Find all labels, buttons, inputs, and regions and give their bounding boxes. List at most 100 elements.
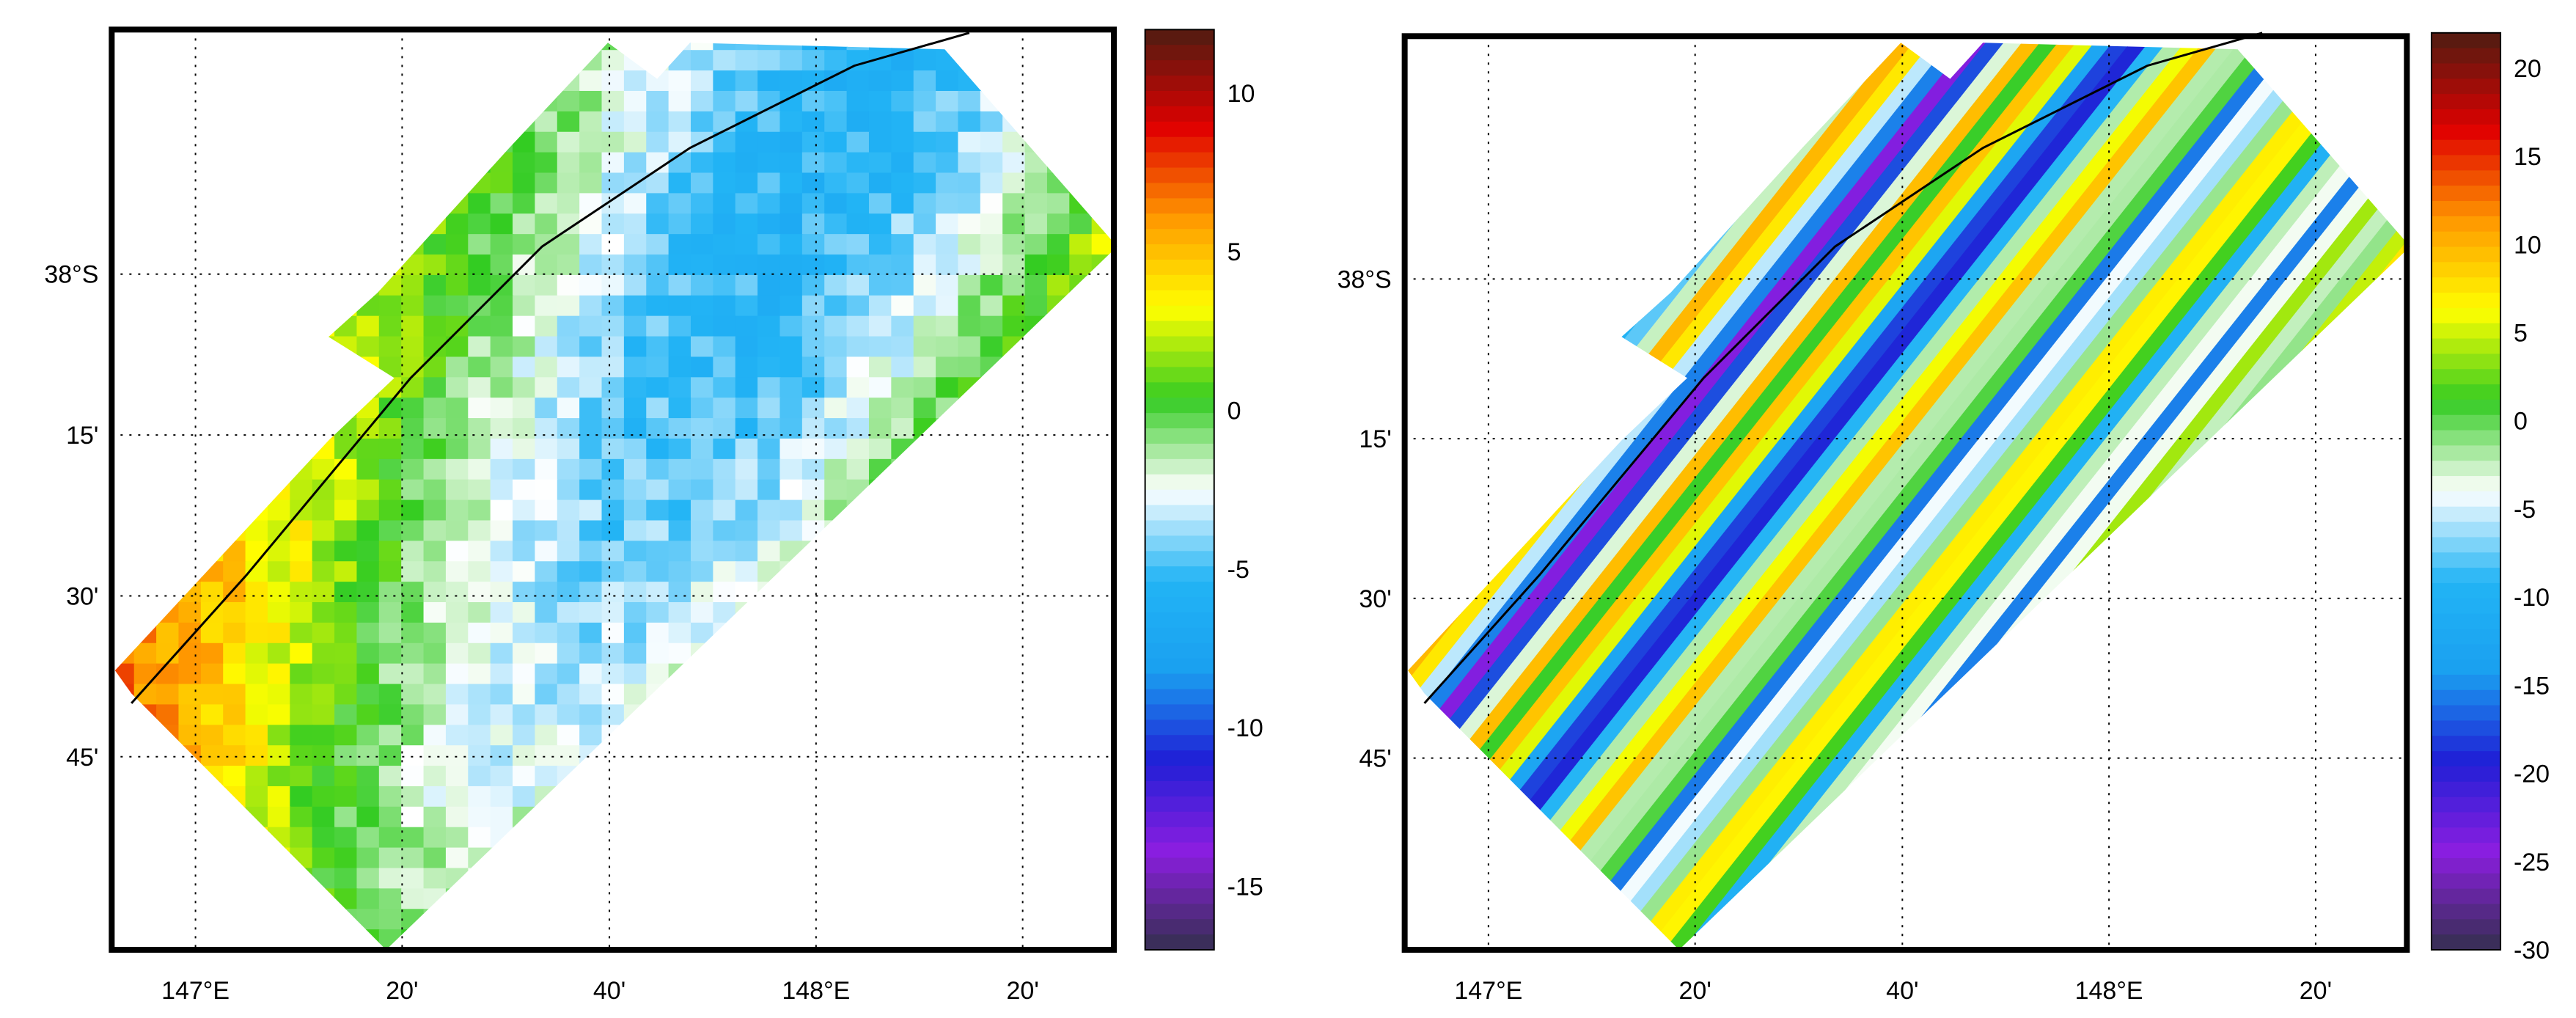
field-cell	[267, 90, 291, 113]
field-cell	[557, 295, 581, 318]
colorbar-step	[2431, 674, 2501, 691]
field-cell	[513, 356, 536, 378]
field-cell	[312, 868, 336, 890]
field-cell	[980, 766, 1004, 788]
field-cell	[223, 766, 246, 788]
field-cell	[356, 213, 381, 235]
field-cell	[691, 295, 714, 318]
field-cell	[1114, 172, 1118, 194]
field-cell	[601, 458, 625, 481]
field-cell	[423, 356, 447, 378]
field-cell	[312, 213, 336, 235]
field-cell	[178, 152, 202, 174]
field-cell	[735, 704, 759, 726]
field-cell	[290, 582, 314, 604]
colorbar-step	[2431, 307, 2501, 324]
field-cell	[668, 398, 692, 420]
field-cell	[401, 642, 425, 665]
field-cell	[133, 582, 158, 604]
field-cell	[891, 602, 915, 624]
field-cell	[178, 684, 202, 706]
field-cell	[713, 663, 737, 685]
field-cell	[401, 90, 425, 113]
colorbar-step	[2431, 797, 2501, 813]
field-cell	[958, 274, 982, 297]
field-cell	[267, 193, 291, 215]
field-cell	[735, 172, 759, 194]
field-cell	[1002, 684, 1026, 706]
field-cell	[468, 479, 492, 502]
field-cell	[423, 131, 447, 154]
field-cell	[334, 111, 358, 133]
field-cell	[913, 602, 937, 624]
field-cell	[779, 479, 804, 502]
field-cell	[535, 43, 559, 51]
field-cell	[691, 622, 714, 645]
field-cell	[579, 868, 603, 890]
field-cell	[713, 520, 737, 542]
field-cell	[401, 193, 425, 215]
field-cell	[290, 642, 314, 665]
field-cell	[490, 315, 514, 337]
colorbar-step	[1145, 90, 1214, 107]
field-cell	[579, 254, 603, 277]
field-cell	[623, 622, 647, 645]
field-cell	[1046, 622, 1071, 645]
field-cell	[1046, 315, 1071, 337]
field-cell	[423, 745, 447, 767]
field-cell	[490, 868, 514, 890]
field-cell	[668, 868, 692, 890]
colorbar-step	[2431, 552, 2501, 569]
field-cell	[1114, 888, 1118, 910]
field-cell	[334, 172, 358, 194]
field-cell	[1069, 950, 1093, 971]
field-cell	[513, 479, 536, 502]
field-cell	[401, 806, 425, 829]
field-cell	[535, 642, 559, 665]
field-cell	[178, 704, 202, 726]
field-cell	[913, 131, 937, 154]
field-cell	[401, 234, 425, 256]
field-cell	[868, 663, 892, 685]
field-cell	[445, 909, 469, 931]
field-cell	[868, 336, 892, 358]
field-cell	[668, 356, 692, 378]
field-cell	[334, 152, 358, 174]
field-cell	[713, 684, 737, 706]
field-cell	[891, 172, 915, 194]
colorbar-step	[2431, 843, 2501, 859]
field-cell	[713, 398, 737, 420]
field-cell	[423, 541, 447, 563]
field-cell	[290, 274, 314, 297]
field-cell	[334, 602, 358, 624]
field-cell	[423, 111, 447, 133]
field-cell	[290, 152, 314, 174]
field-cell	[1069, 315, 1093, 337]
field-cell	[913, 766, 937, 788]
field-cell	[846, 602, 870, 624]
field-cell	[1114, 561, 1118, 583]
field-cell	[445, 888, 469, 910]
field-cell	[958, 725, 982, 747]
field-cell	[535, 806, 559, 829]
field-cell	[267, 909, 291, 931]
field-cell	[223, 70, 246, 92]
field-cell	[891, 295, 915, 318]
colorbar-step	[1145, 152, 1214, 169]
field-cell	[490, 806, 514, 829]
field-cell	[1069, 582, 1093, 604]
field-cell	[490, 193, 514, 215]
field-cell	[490, 131, 514, 154]
field-cell	[312, 950, 336, 971]
field-cell	[468, 336, 492, 358]
field-cell	[445, 234, 469, 256]
field-cell	[557, 479, 581, 502]
field-cell	[691, 274, 714, 297]
field-cell	[1069, 213, 1093, 235]
field-cell	[757, 336, 781, 358]
field-cell	[557, 642, 581, 665]
field-cell	[668, 90, 692, 113]
field-cell	[846, 684, 870, 706]
field-cell	[245, 315, 269, 337]
field-cell	[290, 704, 314, 726]
